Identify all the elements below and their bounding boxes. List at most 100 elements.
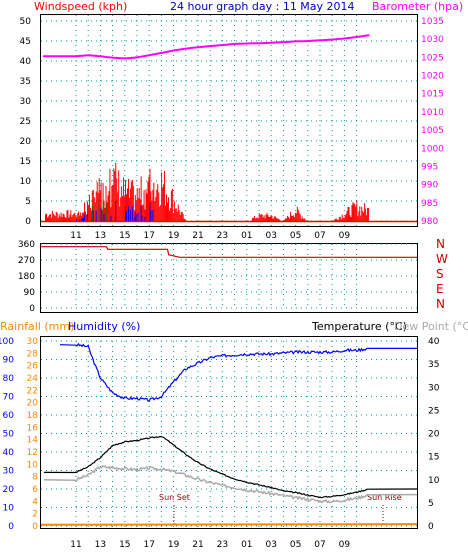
humidity-tick-label: 80 bbox=[3, 374, 15, 384]
humidity-tick-label: 100 bbox=[0, 337, 14, 347]
bottom-x-tick-label: 05 bbox=[290, 540, 301, 550]
rainfall-tick-label: 10 bbox=[27, 460, 39, 470]
rainfall-tick-label: 14 bbox=[27, 436, 39, 446]
wind-tick-label: 25 bbox=[20, 117, 31, 127]
temperature-tick-label: 25 bbox=[428, 406, 439, 416]
temperature-line bbox=[43, 435, 418, 499]
wind-tick-label: 40 bbox=[20, 57, 32, 67]
wind-x-tick-label: 05 bbox=[290, 231, 301, 241]
temperature-tick-label: 20 bbox=[428, 430, 440, 440]
humidity-tick-label: 30 bbox=[3, 467, 15, 477]
temperature-axis-title: Temperature (°C) bbox=[311, 320, 407, 333]
direction-tick-label: 90 bbox=[24, 288, 36, 298]
wind-x-tick-label: 19 bbox=[168, 231, 180, 241]
temperature-tick-label: 40 bbox=[428, 337, 440, 347]
rainfall-tick-label: 8 bbox=[32, 473, 38, 483]
bottom-x-tick-label: 23 bbox=[217, 540, 228, 550]
humidity-tick-label: 90 bbox=[3, 356, 15, 366]
rainfall-tick-label: 12 bbox=[27, 448, 38, 458]
sunrise-label: Sun Rise bbox=[367, 493, 402, 502]
humidity-tick-label: 60 bbox=[3, 411, 15, 421]
wind-x-tick-label: 13 bbox=[95, 231, 106, 241]
dewpoint-axis-title: Dew Point (°C) bbox=[394, 320, 468, 333]
wind-x-tick-label: 17 bbox=[143, 231, 154, 241]
barometer-tick-label: 1020 bbox=[421, 72, 444, 82]
wind-x-tick-label: 15 bbox=[119, 231, 130, 241]
barometer-axis-title: Barometer (hpa) bbox=[372, 0, 463, 13]
bottom-x-tick-label: 13 bbox=[95, 540, 106, 550]
direction-compass-label: W bbox=[436, 252, 448, 266]
wind-tick-label: 20 bbox=[20, 137, 32, 147]
bottom-x-tick-label: 07 bbox=[314, 540, 325, 550]
direction-compass-label: E bbox=[436, 282, 444, 296]
wind-tick-label: 35 bbox=[20, 77, 31, 87]
barometer-tick-label: 1025 bbox=[421, 53, 444, 63]
barometer-tick-label: 1010 bbox=[421, 108, 444, 118]
barometer-line bbox=[43, 34, 370, 60]
barometer-tick-label: 1005 bbox=[421, 126, 444, 136]
chart-marks: 0510152025303540455098098599099510001005… bbox=[0, 15, 448, 550]
wind-tick-label: 5 bbox=[25, 197, 31, 207]
rainfall-tick-label: 6 bbox=[32, 485, 38, 495]
wind-tick-label: 10 bbox=[20, 177, 32, 187]
bottom-panel-frame bbox=[40, 336, 418, 529]
humidity-axis-title: Humidity (%) bbox=[68, 320, 140, 333]
bottom-x-tick-label: 09 bbox=[339, 540, 351, 550]
humidity-tick-label: 50 bbox=[3, 430, 15, 440]
wind-tick-label: 45 bbox=[20, 37, 31, 47]
barometer-tick-label: 1035 bbox=[421, 17, 444, 27]
windspeed-axis-title: Windspeed (kph) bbox=[34, 0, 127, 13]
bottom-x-tick-label: 01 bbox=[241, 540, 252, 550]
temperature-tick-label: 30 bbox=[428, 383, 440, 393]
wind-direction-line bbox=[41, 246, 417, 258]
humidity-line bbox=[59, 342, 417, 402]
temperature-tick-label: 5 bbox=[428, 499, 434, 509]
rainfall-tick-label: 26 bbox=[27, 362, 39, 372]
temperature-tick-label: 0 bbox=[428, 522, 434, 532]
bottom-x-tick-label: 19 bbox=[168, 540, 180, 550]
bottom-x-tick-label: 03 bbox=[265, 540, 276, 550]
direction-compass-label: N bbox=[436, 297, 445, 311]
direction-tick-label: 360 bbox=[18, 240, 35, 250]
wind-x-tick-label: 23 bbox=[217, 231, 228, 241]
barometer-tick-label: 1000 bbox=[421, 144, 444, 154]
rainfall-tick-label: 22 bbox=[27, 386, 38, 396]
barometer-tick-label: 1030 bbox=[421, 35, 444, 45]
rainfall-tick-label: 24 bbox=[27, 374, 39, 384]
dewpoint-line bbox=[43, 465, 418, 504]
wind-x-tick-label: 09 bbox=[339, 231, 351, 241]
direction-panel-frame bbox=[40, 243, 418, 313]
humidity-tick-label: 70 bbox=[3, 393, 15, 403]
wind-x-tick-label: 07 bbox=[314, 231, 325, 241]
barometer-tick-label: 990 bbox=[421, 181, 438, 191]
rainfall-axis-title: Rainfall (mm) bbox=[0, 320, 74, 333]
direction-tick-label: 180 bbox=[18, 272, 35, 282]
rainfall-tick-label: 16 bbox=[27, 423, 39, 433]
barometer-tick-label: 985 bbox=[421, 199, 438, 209]
rainfall-tick-label: 18 bbox=[27, 411, 39, 421]
humidity-tick-label: 0 bbox=[8, 522, 14, 532]
wind-x-tick-label: 01 bbox=[241, 231, 252, 241]
bottom-x-tick-label: 17 bbox=[143, 540, 154, 550]
humidity-tick-label: 20 bbox=[3, 485, 15, 495]
rainfall-tick-label: 2 bbox=[32, 510, 38, 520]
temperature-tick-label: 35 bbox=[428, 360, 439, 370]
direction-compass-label: N bbox=[436, 237, 445, 251]
wind-tick-label: 50 bbox=[20, 17, 32, 27]
wind-tick-label: 15 bbox=[20, 157, 31, 167]
bottom-x-tick-label: 21 bbox=[192, 540, 203, 550]
wind-tick-label: 0 bbox=[25, 217, 31, 227]
wind-x-tick-label: 03 bbox=[265, 231, 276, 241]
bottom-x-tick-label: 11 bbox=[70, 540, 81, 550]
direction-tick-label: 0 bbox=[29, 304, 35, 314]
barometer-tick-label: 1015 bbox=[421, 90, 444, 100]
rainfall-tick-label: 30 bbox=[27, 337, 39, 347]
bottom-x-tick-label: 15 bbox=[119, 540, 130, 550]
sunset-label: Sun Set bbox=[159, 493, 190, 502]
direction-tick-label: 270 bbox=[18, 256, 35, 266]
wind-tick-label: 30 bbox=[20, 97, 32, 107]
temperature-tick-label: 15 bbox=[428, 453, 439, 463]
rainfall-tick-label: 4 bbox=[32, 497, 38, 507]
